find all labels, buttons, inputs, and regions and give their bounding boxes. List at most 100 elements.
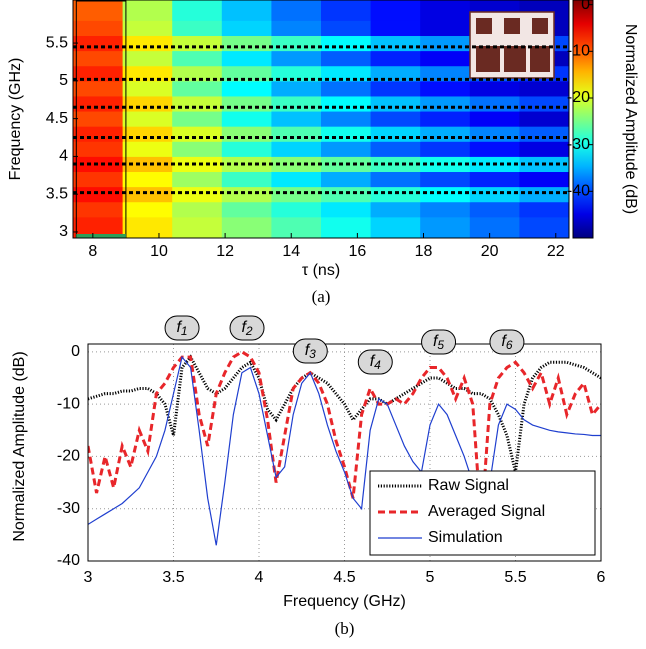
heatmap-cell	[221, 35, 272, 52]
heatmap-cell	[221, 126, 272, 142]
heatmap-cell	[420, 171, 471, 188]
heatmap-cell	[469, 171, 520, 188]
heatmap-cell	[370, 216, 421, 238]
heatmap-cell	[221, 111, 272, 127]
heatmap-cell	[271, 35, 322, 52]
colorbar	[572, 0, 594, 239]
heatmap-cell	[73, 141, 124, 157]
heatmap-cell	[370, 20, 421, 37]
heatmap-cell	[73, 95, 124, 112]
heatmap-cell	[122, 201, 173, 218]
caption: (b)	[335, 619, 355, 638]
heatmap-cell	[73, 65, 124, 82]
heatmap-cell	[172, 80, 223, 97]
heatmap-cell	[469, 111, 520, 127]
heatmap-cell	[469, 126, 520, 142]
heatmap-cell	[172, 111, 223, 127]
heatmap-cell	[73, 126, 124, 142]
heatmap-cell	[370, 201, 421, 218]
annotation-bubble	[421, 329, 457, 355]
x-tick-label: 20	[481, 243, 499, 260]
legend-box	[369, 470, 596, 556]
heatmap-cell	[172, 20, 223, 37]
heatmap-cell	[122, 126, 173, 142]
time-window-bar	[76, 234, 126, 238]
legend-label: Raw Signal	[428, 477, 509, 494]
heatmap-cell	[321, 95, 372, 112]
heatmap-cell	[172, 0, 223, 21]
heatmap-cell	[519, 95, 569, 112]
heatmap-cell	[321, 65, 372, 82]
heatmap-cell	[370, 80, 421, 97]
heatmap-cell	[420, 126, 471, 142]
annotation-text: f	[241, 319, 247, 336]
heatmap-cell	[271, 95, 322, 112]
heatmap-cell	[469, 216, 520, 238]
heatmap-cell	[271, 156, 322, 173]
heatmap-cell	[172, 35, 223, 52]
annotation-bubble	[164, 315, 200, 341]
heatmap-cell	[122, 111, 173, 127]
heatmap-cell	[221, 156, 272, 173]
heatmap-cell	[122, 50, 173, 67]
heatmap-cell	[519, 186, 569, 203]
plot-frame	[87, 343, 602, 562]
heatmap-cell	[420, 80, 471, 97]
heatmap-cell	[420, 65, 471, 82]
annotation-sub: 4	[374, 358, 381, 372]
heatmap-cell	[420, 201, 471, 218]
x-tick-label: 4	[255, 569, 264, 586]
heatmap-cell	[172, 50, 223, 67]
heatmap-cell	[73, 156, 124, 173]
heatmap-cell	[420, 216, 471, 238]
heatmap-cell	[469, 95, 520, 112]
y-tick-label: 4.5	[46, 110, 68, 127]
heatmap-cell	[122, 95, 173, 112]
heatmap-cell	[221, 65, 272, 82]
heatmap-cell	[73, 111, 124, 127]
x-tick-label: 3.5	[162, 569, 184, 586]
annotation-label: f1	[176, 319, 187, 338]
colorbar-tick-label: -30	[567, 136, 590, 153]
heatmap-cell	[370, 141, 421, 157]
heatmap-cell	[321, 141, 372, 157]
y-axis-label: Normalized Amplitude (dB)	[11, 351, 28, 541]
heatmap-cell	[469, 186, 520, 203]
heatmap-cell	[321, 186, 372, 203]
heatmap-cell	[469, 201, 520, 218]
x-tick-label: 4.5	[333, 569, 355, 586]
colorbar-tick-label: 0	[581, 0, 590, 13]
x-tick-label: 16	[348, 243, 366, 260]
heatmap-cell	[172, 216, 223, 238]
x-tick-label: 6	[597, 569, 606, 586]
heatmap-cell	[122, 20, 173, 37]
heatmap-cell	[519, 80, 569, 97]
heatmap-cell	[73, 201, 124, 218]
x-tick-label: 3	[84, 569, 93, 586]
heatmap-cell	[370, 171, 421, 188]
annotation-text: f	[305, 342, 311, 359]
heatmap-cell	[122, 171, 173, 188]
heatmap-cell	[321, 126, 372, 142]
annotation-label: f2	[241, 319, 252, 338]
x-tick-label: 14	[282, 243, 300, 260]
x-tick-label: 10	[150, 243, 168, 260]
y-tick-label: 3.5	[46, 185, 68, 202]
heatmap-cell	[221, 141, 272, 157]
y-tick-label: 3	[59, 223, 68, 240]
annotation-label: f6	[501, 333, 512, 352]
heatmap-cell	[122, 80, 173, 97]
inset-icon	[469, 11, 555, 79]
heatmap-cell	[519, 201, 569, 218]
heatmap-cell	[420, 35, 471, 52]
heatmap-cell	[73, 171, 124, 188]
caption: (a)	[312, 287, 331, 306]
heatmap-cell	[420, 186, 471, 203]
heatmap-cell	[271, 111, 322, 127]
heatmap-cell	[221, 201, 272, 218]
heatmap-cell	[370, 35, 421, 52]
heatmap-cell	[271, 50, 322, 67]
heatmap-cell	[420, 141, 471, 157]
heatmap-cell	[271, 0, 322, 21]
heatmap-cell	[519, 141, 569, 157]
